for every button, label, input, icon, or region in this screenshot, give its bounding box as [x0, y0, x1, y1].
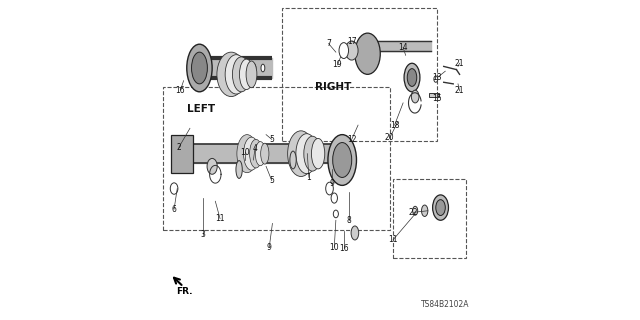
- Ellipse shape: [290, 151, 296, 169]
- Ellipse shape: [246, 61, 257, 88]
- Text: 10: 10: [330, 243, 339, 252]
- Text: 11: 11: [215, 214, 225, 223]
- Ellipse shape: [326, 182, 333, 195]
- Text: 1: 1: [307, 173, 311, 182]
- Text: 9: 9: [267, 243, 272, 252]
- Ellipse shape: [207, 158, 217, 174]
- Ellipse shape: [296, 134, 317, 174]
- Text: 14: 14: [398, 43, 408, 52]
- Ellipse shape: [170, 183, 178, 194]
- Ellipse shape: [422, 205, 428, 216]
- Text: 21: 21: [455, 59, 465, 68]
- Ellipse shape: [333, 210, 339, 218]
- Text: 6: 6: [172, 205, 177, 214]
- Ellipse shape: [225, 55, 247, 94]
- Text: 4: 4: [253, 144, 257, 153]
- Ellipse shape: [331, 193, 337, 203]
- Ellipse shape: [261, 64, 265, 72]
- Text: 19: 19: [333, 60, 342, 69]
- Text: 16: 16: [339, 244, 349, 253]
- Text: 3: 3: [200, 230, 205, 239]
- Ellipse shape: [244, 137, 259, 170]
- Ellipse shape: [251, 63, 256, 73]
- Text: 21: 21: [455, 86, 465, 95]
- Text: 9: 9: [330, 179, 335, 188]
- Ellipse shape: [433, 195, 449, 220]
- Text: 12: 12: [347, 135, 356, 144]
- Text: RIGHT: RIGHT: [316, 82, 351, 92]
- Ellipse shape: [236, 161, 243, 178]
- Text: 16: 16: [175, 86, 185, 95]
- Ellipse shape: [339, 43, 349, 59]
- Ellipse shape: [260, 143, 269, 164]
- Ellipse shape: [351, 226, 358, 240]
- Ellipse shape: [217, 52, 246, 97]
- Text: 22: 22: [409, 208, 419, 217]
- Text: LEFT: LEFT: [187, 104, 215, 114]
- Ellipse shape: [250, 140, 262, 168]
- Text: 2: 2: [177, 143, 181, 152]
- Text: FR.: FR.: [177, 287, 193, 296]
- Ellipse shape: [412, 90, 419, 103]
- Ellipse shape: [255, 142, 266, 166]
- Text: 17: 17: [347, 36, 356, 45]
- Ellipse shape: [355, 33, 380, 74]
- Text: 18: 18: [390, 121, 399, 130]
- Text: 5: 5: [269, 135, 274, 144]
- Bar: [429, 93, 439, 97]
- Bar: [171, 135, 193, 173]
- Ellipse shape: [232, 57, 250, 92]
- Text: 7: 7: [326, 39, 331, 48]
- Ellipse shape: [346, 41, 358, 60]
- Ellipse shape: [413, 206, 418, 215]
- Ellipse shape: [333, 142, 352, 178]
- Ellipse shape: [287, 131, 314, 177]
- Ellipse shape: [191, 52, 207, 84]
- Text: 8: 8: [346, 216, 351, 225]
- Text: 11: 11: [388, 236, 397, 244]
- Ellipse shape: [187, 44, 212, 92]
- Text: 15: 15: [433, 94, 442, 103]
- Ellipse shape: [304, 136, 321, 171]
- Ellipse shape: [237, 135, 257, 173]
- Text: 10: 10: [241, 148, 250, 156]
- Ellipse shape: [239, 59, 253, 90]
- Ellipse shape: [436, 200, 445, 215]
- Ellipse shape: [328, 135, 356, 185]
- Ellipse shape: [404, 63, 420, 92]
- Text: 20: 20: [385, 133, 395, 142]
- Text: TS84B2102A: TS84B2102A: [420, 300, 469, 309]
- Text: 5: 5: [269, 176, 274, 185]
- Text: 13: 13: [433, 73, 442, 82]
- Ellipse shape: [407, 69, 417, 86]
- Ellipse shape: [434, 76, 438, 82]
- Ellipse shape: [312, 139, 324, 169]
